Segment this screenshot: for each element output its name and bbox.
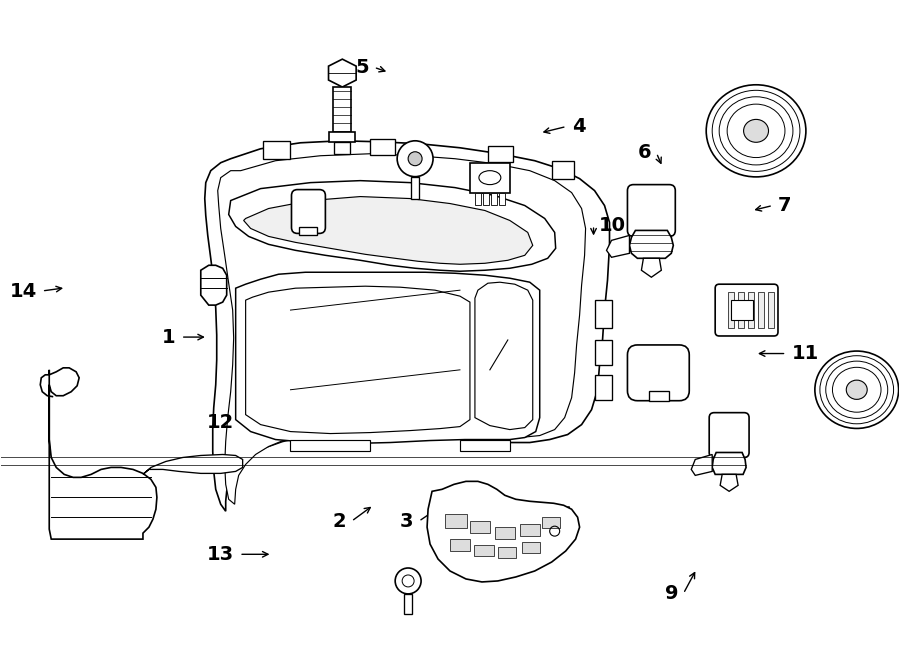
Polygon shape	[229, 180, 555, 271]
Bar	[263, 141, 291, 159]
Ellipse shape	[846, 380, 868, 399]
Bar	[595, 300, 613, 328]
Bar	[470, 163, 509, 192]
Bar	[499, 192, 505, 204]
Text: 10: 10	[598, 215, 625, 235]
Bar	[474, 545, 494, 556]
Polygon shape	[428, 481, 580, 582]
Polygon shape	[246, 286, 470, 434]
Text: 2: 2	[333, 512, 346, 531]
Text: 1: 1	[162, 328, 176, 346]
Bar	[728, 292, 734, 328]
Polygon shape	[205, 141, 609, 511]
Text: 13: 13	[207, 545, 234, 564]
Bar	[475, 192, 481, 204]
Polygon shape	[629, 231, 673, 258]
Polygon shape	[328, 59, 356, 87]
Bar	[488, 146, 513, 162]
Bar	[333, 87, 351, 132]
Circle shape	[395, 568, 421, 594]
Bar	[445, 514, 467, 528]
Polygon shape	[691, 455, 712, 475]
Bar	[460, 440, 509, 451]
Text: 3: 3	[400, 512, 414, 531]
Polygon shape	[201, 265, 227, 305]
Polygon shape	[712, 453, 746, 475]
Bar	[738, 292, 744, 328]
FancyBboxPatch shape	[627, 184, 675, 237]
Text: 5: 5	[356, 58, 369, 77]
Text: 14: 14	[10, 282, 37, 301]
Ellipse shape	[743, 120, 769, 142]
Text: 7: 7	[778, 196, 791, 215]
Text: 4: 4	[572, 117, 585, 136]
Polygon shape	[720, 475, 738, 491]
Polygon shape	[236, 272, 540, 444]
Ellipse shape	[814, 351, 898, 428]
Text: 8: 8	[526, 512, 539, 531]
Polygon shape	[642, 258, 662, 277]
Bar	[498, 547, 516, 558]
Polygon shape	[475, 282, 533, 430]
Bar	[542, 517, 560, 528]
Bar	[483, 192, 489, 204]
Bar	[495, 527, 515, 539]
Bar	[650, 391, 670, 401]
Bar	[758, 292, 764, 328]
Bar	[552, 161, 573, 178]
Bar	[731, 300, 753, 320]
Bar	[491, 192, 497, 204]
FancyBboxPatch shape	[709, 412, 749, 457]
Bar	[291, 440, 370, 451]
Text: 11: 11	[791, 344, 819, 363]
Bar	[335, 142, 350, 154]
Polygon shape	[50, 368, 157, 539]
Text: 6: 6	[638, 143, 652, 163]
FancyBboxPatch shape	[292, 190, 326, 233]
Bar	[748, 292, 754, 328]
Bar	[329, 132, 356, 142]
Bar	[411, 176, 419, 198]
Text: 9: 9	[665, 584, 679, 603]
Bar	[595, 340, 613, 365]
Ellipse shape	[706, 85, 806, 177]
Bar	[470, 521, 490, 533]
Text: 12: 12	[207, 413, 234, 432]
Bar	[520, 524, 540, 536]
Circle shape	[408, 152, 422, 166]
Polygon shape	[244, 196, 533, 264]
FancyBboxPatch shape	[716, 284, 778, 336]
Bar	[450, 539, 470, 551]
Bar	[404, 594, 412, 614]
Circle shape	[397, 141, 433, 176]
Circle shape	[402, 575, 414, 587]
Polygon shape	[218, 154, 586, 504]
Polygon shape	[143, 455, 243, 475]
Bar	[370, 139, 395, 155]
Bar	[522, 542, 540, 553]
Bar	[300, 227, 318, 235]
FancyBboxPatch shape	[627, 345, 689, 401]
Polygon shape	[607, 235, 629, 257]
Bar	[595, 375, 613, 400]
Bar	[768, 292, 774, 328]
